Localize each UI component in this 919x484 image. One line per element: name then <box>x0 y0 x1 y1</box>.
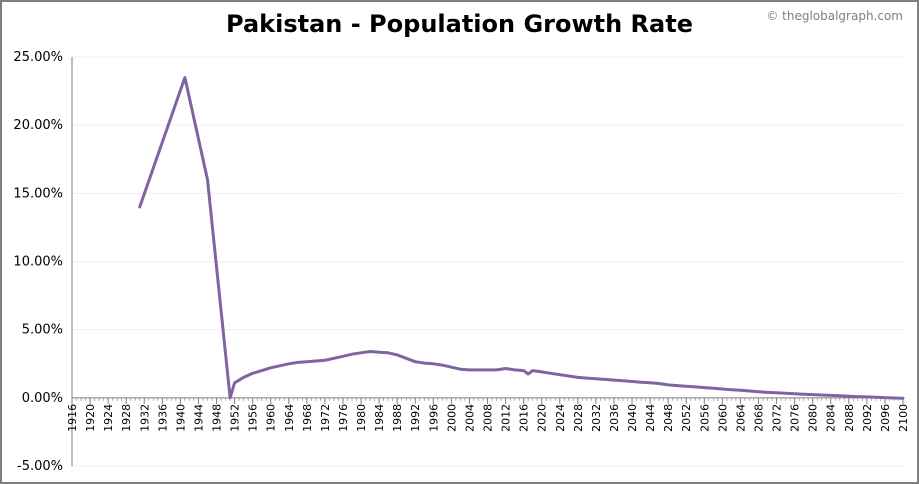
x-tick-label: 1936 <box>156 404 169 432</box>
x-tick-label: 2048 <box>662 404 675 432</box>
x-tick-label: 2088 <box>843 404 856 432</box>
x-tick-label: 2016 <box>518 404 531 432</box>
x-tick-label: 2060 <box>716 404 729 432</box>
series-line <box>138 76 905 400</box>
x-tick-label: 2056 <box>698 404 711 432</box>
x-tick-label: 1968 <box>301 404 314 432</box>
axes <box>71 57 904 466</box>
x-tick-labels: 1916 1920 1924 1928 1932 1936 1940 1944 1948 1952… <box>66 404 910 432</box>
x-tick-label: 1924 <box>102 404 115 432</box>
y-tick-label: -5.00% <box>17 459 63 474</box>
x-tick-label: 2008 <box>482 404 495 432</box>
y-tick-label: 0.00% <box>22 391 63 406</box>
x-tick-label: 2000 <box>445 404 458 432</box>
y-tick-label: 10.00% <box>13 255 63 270</box>
x-tick-label: 1988 <box>391 404 404 432</box>
x-tick-label: 2068 <box>752 404 765 432</box>
x-tick-label: 2020 <box>536 404 549 432</box>
x-tick-label: 1964 <box>283 404 296 432</box>
x-tick-label: 2004 <box>463 404 476 432</box>
x-tick-label: 1952 <box>229 404 242 432</box>
watermark: © theglobalgraph.com <box>766 9 903 23</box>
x-tick-label: 1940 <box>174 404 187 432</box>
x-tick-label: 2100 <box>897 404 910 432</box>
x-tick-label: 2028 <box>572 404 585 432</box>
x-tick-label: 2092 <box>861 404 874 432</box>
x-tick-label: 2076 <box>789 404 802 432</box>
x-tick-label: 1976 <box>337 404 350 432</box>
x-tick-label: 2080 <box>807 404 820 432</box>
y-tick-label: 5.00% <box>22 323 63 338</box>
gridlines <box>72 56 903 467</box>
x-tick-label: 1932 <box>138 404 151 432</box>
x-tick-label: 1984 <box>373 404 386 432</box>
x-tick-label: 1996 <box>427 404 440 432</box>
chart-title: Pakistan - Population Growth Rate <box>226 10 693 38</box>
x-tick-label: 2024 <box>554 404 567 432</box>
x-tick-label: 2072 <box>771 404 784 432</box>
x-tick-label: 2084 <box>825 404 838 432</box>
x-tick-label: 2052 <box>680 404 693 432</box>
x-tick-label: 1920 <box>84 404 97 432</box>
y-tick-label: 20.00% <box>13 118 63 133</box>
y-tick-label: 15.00% <box>13 186 63 201</box>
x-tick-label: 1980 <box>355 404 368 432</box>
y-tick-labels: -5.00% 0.00% 5.00% 10.00% 15.00% 20.00% 25.00% <box>13 50 63 474</box>
series-layer <box>138 76 905 400</box>
x-tick-label: 1992 <box>409 404 422 432</box>
x-tick-label: 1956 <box>247 404 260 432</box>
x-tick-label: 2040 <box>626 404 639 432</box>
x-tick-label: 1948 <box>211 404 224 432</box>
x-tick-label: 1944 <box>192 404 205 432</box>
x-tick-label: 2032 <box>590 404 603 432</box>
x-tick-label: 1928 <box>120 404 133 432</box>
x-tick-label: 2012 <box>500 404 513 432</box>
x-tick-label: 1972 <box>319 404 332 432</box>
x-tick-label: 1960 <box>265 404 278 432</box>
y-tick-label: 25.00% <box>13 50 63 65</box>
x-tick-label: 2064 <box>734 404 747 432</box>
x-tick-label: 2044 <box>644 404 657 432</box>
x-tick-label: 2036 <box>608 404 621 432</box>
x-tick-label: 1916 <box>66 404 79 432</box>
x-tick-label: 2096 <box>879 404 892 432</box>
